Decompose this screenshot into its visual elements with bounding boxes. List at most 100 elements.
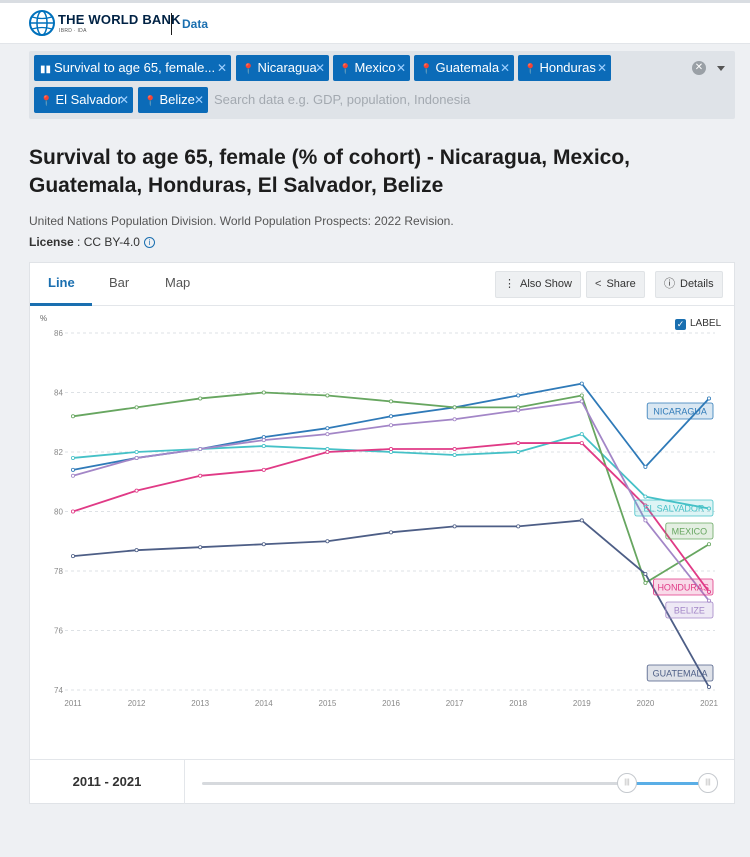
series-label: HONDURAS xyxy=(657,583,709,593)
data-point xyxy=(261,390,266,395)
brand-name[interactable]: THE WORLD BANK xyxy=(58,12,181,27)
x-tick-label: 2019 xyxy=(573,699,591,708)
data-point xyxy=(452,417,457,422)
details-button[interactable]: ⓘ Details xyxy=(655,271,723,298)
data-point xyxy=(71,554,76,559)
series-label-box xyxy=(634,499,714,517)
remove-icon[interactable]: ✕ xyxy=(499,61,510,75)
share-button[interactable]: < Share xyxy=(586,271,645,298)
chip-label: Belize xyxy=(159,92,195,107)
data-point xyxy=(261,438,266,443)
country-chip-nicaragua[interactable]: 📍 Nicaragua ✕ xyxy=(236,55,329,81)
country-chip-mexico[interactable]: 📍 Mexico ✕ xyxy=(333,55,410,81)
remove-icon[interactable]: ✕ xyxy=(395,61,406,75)
data-point xyxy=(452,405,457,410)
x-tick-label: 2018 xyxy=(509,699,527,708)
y-tick-label: 80 xyxy=(54,508,63,517)
map-pin-icon: 📍 xyxy=(524,64,537,75)
tab-bar[interactable]: Bar xyxy=(109,275,130,290)
clear-all-icon[interactable]: ✕ xyxy=(692,61,706,75)
remove-icon[interactable]: ✕ xyxy=(314,61,325,75)
country-chip-guatemala[interactable]: 📍 Guatemala ✕ xyxy=(414,55,514,81)
label-checkbox[interactable]: ✓ xyxy=(675,319,686,330)
data-point xyxy=(579,381,584,386)
data-point xyxy=(71,473,76,478)
y-tick-label: 82 xyxy=(54,448,63,457)
x-tick-label: 2012 xyxy=(128,699,146,708)
data-point xyxy=(388,423,393,428)
data-point xyxy=(707,506,712,511)
chip-label: El Salvador xyxy=(55,92,122,107)
data-point xyxy=(516,441,521,446)
country-chip-belize[interactable]: 📍 Belize ✕ xyxy=(138,87,208,113)
tab-line[interactable]: Line xyxy=(48,275,75,290)
world-bank-logo[interactable] xyxy=(29,10,55,36)
data-point xyxy=(707,542,712,547)
chevron-down-icon[interactable] xyxy=(717,66,725,71)
brand-subtitle: IBRD · IDA xyxy=(59,28,87,34)
data-point xyxy=(134,455,139,460)
license-label: License xyxy=(29,235,74,249)
data-point xyxy=(452,452,457,457)
series-line-guatemala xyxy=(72,519,710,688)
data-point xyxy=(643,464,648,469)
tab-map[interactable]: Map xyxy=(165,275,191,290)
data-point xyxy=(579,393,584,398)
data-point xyxy=(643,580,648,585)
map-pin-icon: 📍 xyxy=(242,64,255,75)
x-tick-label: 2015 xyxy=(319,699,337,708)
data-point xyxy=(134,449,139,454)
license-value: : CC BY-4.0 xyxy=(73,235,140,249)
data-point xyxy=(388,530,393,535)
series-label-box xyxy=(646,664,714,682)
data-link[interactable]: Data xyxy=(182,17,209,31)
range-end-handle[interactable]: ||| xyxy=(698,773,718,793)
remove-icon[interactable]: ✕ xyxy=(118,93,129,107)
data-point xyxy=(452,447,457,452)
series-label-box xyxy=(665,522,714,540)
label-toggle-text: LABEL xyxy=(690,318,722,329)
also-show-label: Also Show xyxy=(520,278,572,290)
range-slider-track[interactable] xyxy=(202,782,708,785)
remove-icon[interactable]: ✕ xyxy=(596,61,607,75)
bar-chart-icon: ▮▮ xyxy=(40,64,52,75)
range-start-handle[interactable]: ||| xyxy=(617,773,637,793)
line-chart: 74 76 78 80 82 84 86% 2011 2012 2013 2014 2015 2016 2… xyxy=(40,314,718,708)
data-point xyxy=(134,488,139,493)
data-point xyxy=(134,548,139,553)
x-tick-label: 2016 xyxy=(382,699,400,708)
country-chip-honduras[interactable]: 📍 Honduras ✕ xyxy=(518,55,611,81)
y-axis-unit: % xyxy=(40,314,47,323)
details-label: Details xyxy=(680,278,714,290)
share-label: Share xyxy=(606,278,636,290)
series-line-el-salvador xyxy=(72,433,710,510)
data-point xyxy=(643,494,648,499)
y-tick-label: 76 xyxy=(54,627,63,636)
remove-icon[interactable]: ✕ xyxy=(216,61,227,75)
info-icon[interactable]: i xyxy=(143,237,155,248)
y-tick-label: 84 xyxy=(54,389,63,398)
data-point xyxy=(325,539,330,544)
remove-icon[interactable]: ✕ xyxy=(193,93,204,107)
data-point xyxy=(134,405,139,410)
search-input[interactable]: Search data e.g. GDP, population, Indone… xyxy=(214,92,471,107)
country-chip-el-salvador[interactable]: 📍 El Salvador ✕ xyxy=(34,87,133,113)
x-tick-label: 2017 xyxy=(446,699,464,708)
also-show-button[interactable]: ⋮ Also Show xyxy=(495,271,581,298)
data-point xyxy=(516,524,521,529)
map-pin-icon: 📍 xyxy=(339,64,352,75)
series-label-box xyxy=(665,601,714,619)
chip-label: Nicaragua xyxy=(257,60,317,75)
data-point xyxy=(707,396,712,401)
x-tick-label: 2020 xyxy=(637,699,655,708)
series-label: GUATEMALA xyxy=(653,669,708,679)
active-tab-indicator xyxy=(30,303,92,306)
data-point xyxy=(325,449,330,454)
indicator-chip[interactable]: ▮▮ Survival to age 65, female... ✕ xyxy=(34,55,231,81)
data-point xyxy=(643,571,648,576)
x-tick-label: 2011 xyxy=(64,699,82,708)
data-point xyxy=(643,518,648,523)
data-point xyxy=(643,503,648,508)
series-label: MEXICO xyxy=(672,527,708,537)
share-icon: < xyxy=(595,278,602,290)
